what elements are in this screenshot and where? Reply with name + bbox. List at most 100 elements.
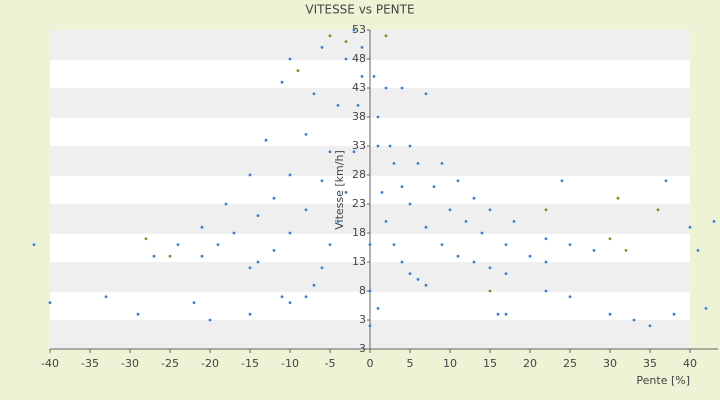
point (288, 301, 292, 304)
point (544, 237, 548, 241)
y-tick-label: 53 (352, 23, 366, 36)
point (512, 220, 516, 223)
point (368, 289, 372, 293)
x-tick-label: 0 (367, 357, 374, 370)
x-tick-label: 20 (523, 357, 537, 370)
point (328, 34, 332, 38)
point (624, 249, 628, 252)
x-tick-label: 35 (643, 357, 657, 370)
y-tick-label: 3 (359, 313, 366, 326)
point (528, 254, 532, 258)
point (408, 272, 412, 275)
point (344, 57, 348, 61)
x-tick-label: -15 (241, 357, 259, 370)
point (488, 208, 492, 212)
point (560, 179, 564, 183)
x-tick-label: 10 (443, 357, 457, 370)
x-tick-label: 30 (603, 357, 617, 370)
point (376, 115, 380, 119)
point (712, 220, 716, 223)
point (352, 150, 356, 154)
point (288, 231, 292, 235)
y-tick-label: 13 (352, 255, 366, 268)
point (296, 69, 300, 72)
point (224, 202, 228, 206)
point (176, 243, 180, 247)
point (400, 185, 404, 189)
point (568, 243, 572, 247)
point (216, 243, 220, 247)
point (424, 283, 428, 287)
point (336, 104, 340, 107)
x-tick-label: 40 (683, 357, 697, 370)
point (704, 307, 708, 310)
point (248, 312, 252, 316)
point (304, 295, 308, 299)
point (288, 57, 292, 61)
x-tick-label: -5 (325, 357, 336, 370)
point (328, 243, 332, 247)
point (472, 196, 476, 200)
chart-title: VITESSE vs PENTE (305, 3, 414, 17)
point (392, 162, 396, 165)
point (320, 179, 324, 183)
point (384, 86, 388, 90)
point (144, 237, 148, 241)
y-tick-label: 8 (359, 284, 366, 297)
point (380, 191, 384, 194)
point (344, 191, 348, 194)
point (248, 266, 252, 270)
point (488, 266, 492, 270)
point (632, 318, 636, 322)
x-axis-title: Pente [%] (636, 374, 690, 387)
point (152, 254, 156, 258)
point (264, 138, 268, 142)
point (344, 40, 348, 43)
point (448, 208, 452, 212)
point (440, 243, 444, 247)
x-tick-label: -30 (121, 357, 139, 370)
point (688, 225, 692, 229)
y-tick-label: 23 (352, 197, 366, 210)
point (408, 144, 412, 148)
point (616, 196, 620, 200)
point (400, 260, 404, 264)
point (664, 179, 668, 183)
point (360, 75, 364, 78)
point (480, 231, 484, 235)
y-tick-label: 18 (352, 226, 366, 239)
point (544, 208, 548, 212)
point (272, 196, 276, 200)
point (288, 173, 292, 177)
point (388, 144, 392, 148)
point (232, 231, 236, 235)
point (392, 243, 396, 247)
point (280, 295, 284, 299)
point (432, 185, 436, 189)
point (608, 312, 612, 316)
y-tick-label: 48 (352, 52, 366, 65)
point (608, 237, 612, 241)
point (368, 324, 372, 328)
point (424, 225, 428, 229)
point (200, 225, 204, 229)
point (472, 260, 476, 264)
point (368, 243, 372, 247)
x-tick-label: 15 (483, 357, 497, 370)
point (672, 312, 676, 316)
point (304, 208, 308, 212)
point (336, 220, 340, 223)
y-axis-title: Vitesse [km/h] (333, 150, 346, 230)
point (272, 249, 276, 252)
point (656, 208, 660, 212)
point (360, 46, 364, 49)
point (544, 289, 548, 293)
point (328, 150, 332, 154)
point (304, 133, 308, 136)
point (356, 104, 360, 107)
point (208, 318, 212, 322)
y-tick-label: 33 (352, 139, 366, 152)
point (464, 220, 468, 223)
point (168, 254, 172, 258)
point (648, 324, 652, 328)
